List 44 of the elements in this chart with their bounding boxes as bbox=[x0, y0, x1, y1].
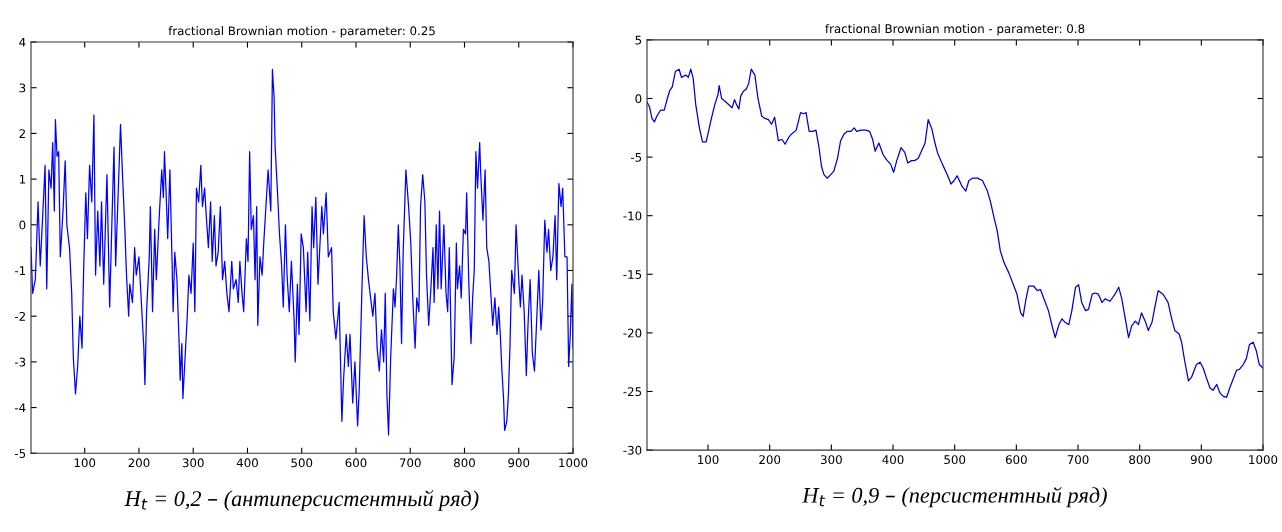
y-tick-label: -4 bbox=[14, 403, 26, 413]
x-tick-label: 600 bbox=[1005, 455, 1027, 465]
line-series bbox=[31, 68, 573, 436]
chart-title: fractional Brownian motion - parameter: 0.8 bbox=[825, 23, 1085, 36]
y-tick-label: -20 bbox=[623, 328, 642, 338]
x-tick-label: 700 bbox=[1067, 455, 1089, 465]
y-tick-label: -5 bbox=[14, 449, 26, 458]
y-tick-label: -30 bbox=[623, 445, 642, 455]
x-tick-label: 500 bbox=[944, 455, 966, 465]
x-tick-label: 300 bbox=[821, 455, 842, 465]
x-tick-label: 700 bbox=[399, 458, 421, 468]
y-tick-label: -25 bbox=[623, 387, 642, 397]
y-tick-label: 5 bbox=[635, 35, 642, 45]
line-series bbox=[647, 68, 1263, 398]
x-tick-label: 100 bbox=[698, 455, 719, 465]
x-tick-label: 900 bbox=[1190, 455, 1212, 465]
y-tick-label: -1 bbox=[14, 266, 26, 275]
x-tick-label: 1000 bbox=[559, 458, 588, 468]
y-tick-label: -15 bbox=[623, 270, 642, 279]
x-tick-label: 600 bbox=[345, 458, 367, 468]
y-tick-label: 0 bbox=[19, 220, 26, 230]
y-tick-label: -5 bbox=[630, 152, 642, 162]
x-tick-label: 500 bbox=[291, 458, 313, 468]
x-tick-label: 800 bbox=[1129, 455, 1151, 465]
y-tick-label: 3 bbox=[19, 83, 26, 93]
y-tick-label: 2 bbox=[19, 129, 25, 138]
y-tick-label: -3 bbox=[14, 357, 26, 367]
y-tick-label: 4 bbox=[19, 37, 26, 47]
text: H$_{t}$ = 0,2 – (антиперсистентный ряд) bbox=[124, 490, 479, 511]
x-tick-label: 300 bbox=[182, 458, 204, 468]
x-tick-label: 400 bbox=[236, 458, 258, 468]
y-tick-label: 1 bbox=[19, 174, 26, 184]
chart-title: fractional Brownian motion - parameter: 0.25 bbox=[168, 26, 435, 38]
y-tick-label: -2 bbox=[14, 311, 25, 321]
text: H$_{t}$ = 0,9 – (персистентный ряд) bbox=[802, 486, 1107, 508]
y-tick-label: 0 bbox=[635, 94, 642, 104]
x-tick-label: 400 bbox=[882, 455, 904, 465]
y-tick-label: -10 bbox=[623, 211, 642, 221]
x-tick-label: 1000 bbox=[1249, 455, 1278, 465]
x-tick-label: 200 bbox=[759, 455, 781, 465]
x-tick-label: 200 bbox=[128, 458, 150, 468]
x-tick-label: 800 bbox=[454, 458, 475, 468]
x-tick-label: 900 bbox=[508, 458, 530, 468]
x-tick-label: 100 bbox=[74, 458, 96, 468]
